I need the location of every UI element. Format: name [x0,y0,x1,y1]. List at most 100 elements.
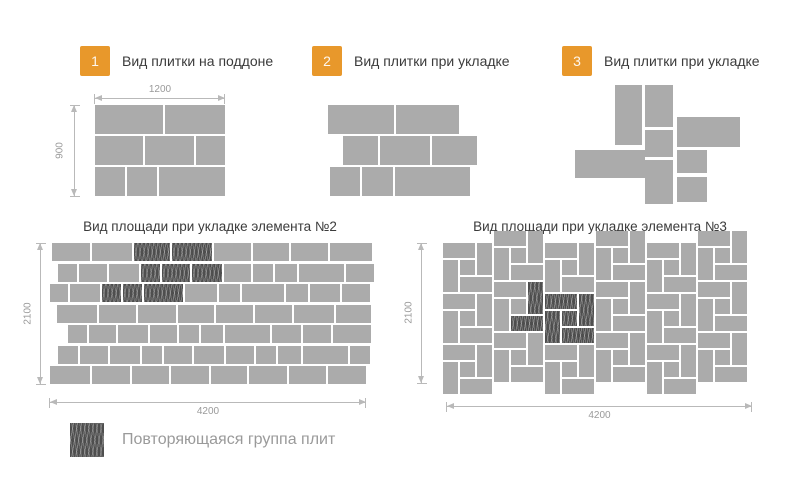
tile [58,264,77,282]
tile [95,136,143,165]
tile [528,333,543,365]
tile [57,305,97,323]
pallet-width-dimension-line [94,94,225,104]
tile [99,305,136,323]
tile [596,299,611,331]
tile [226,346,254,364]
tile [664,260,679,275]
tile [278,346,301,364]
tile [664,362,679,377]
tile [346,264,374,282]
tile [630,282,645,314]
tile [342,284,370,302]
tile [698,282,730,297]
tile [303,346,348,364]
tile [460,362,475,377]
tile [443,294,475,309]
tile [52,243,90,261]
tile [698,333,730,348]
tile [477,294,492,326]
tile-repeat-group [123,284,142,302]
tile [109,264,139,282]
tile [596,333,628,348]
tile [562,277,594,292]
tile [645,130,673,157]
tile [460,328,492,343]
tile [291,243,328,261]
tile-repeat-group [192,264,222,282]
area3-title: Вид площади при укладке элемента №3 [473,219,727,234]
tile [647,294,679,309]
tile [460,260,475,275]
tile [511,350,526,365]
tile [494,231,526,246]
tile [645,85,673,127]
tile-repeat-group [144,284,183,302]
tile [219,284,240,302]
tile [118,325,148,343]
tile [68,325,87,343]
tile [50,366,90,384]
tile [443,311,458,343]
tile-repeat-group [545,311,560,343]
tile [333,325,371,343]
tile [95,105,163,134]
pallet-height-dimension: 900 [54,142,66,159]
tile [432,136,477,165]
tile [171,366,209,384]
tile [310,284,340,302]
tile [528,231,543,263]
tile [664,311,679,326]
tile [201,325,223,343]
tile [732,231,747,263]
tile [225,325,270,343]
tile [562,379,594,394]
tile [214,243,251,261]
tile [732,333,747,365]
tile [224,264,251,282]
tile [647,362,662,394]
tile [380,136,430,165]
tile [89,325,116,343]
tile [249,366,287,384]
tile [328,105,394,134]
tile [545,243,577,258]
tile [511,367,543,382]
tile [92,243,132,261]
tile-repeat-group [528,282,543,314]
area-element3-diagram [440,230,752,400]
tile [732,282,747,314]
tile [596,231,628,246]
tile [286,284,308,302]
tile [211,366,247,384]
tile [645,160,673,204]
tile [138,305,176,323]
tile [647,345,679,360]
laying-element3-diagram [575,85,740,204]
tile [132,366,169,384]
tile-repeat-group [134,243,170,261]
tile [299,264,344,282]
tile [80,346,108,364]
tile [150,325,177,343]
tile [443,362,458,394]
tile [95,167,125,196]
tile [579,345,594,377]
tile [396,105,459,134]
tile [698,299,713,331]
pallet-height-dimension-line [70,105,80,197]
section-2-badge: 2 [312,46,342,76]
tile [647,311,662,343]
tile [562,260,577,275]
tile [272,325,301,343]
legend-label: Повторяющаяся группа плит [122,431,336,448]
section-1-title: Вид плитки на поддоне [122,53,274,69]
section-1-badge: 1 [80,46,110,76]
tile [613,265,645,280]
tile [185,284,217,302]
area3-width-dimension-line [446,402,752,412]
tile [715,265,747,280]
tile [165,105,225,134]
tile [647,260,662,292]
tile [256,346,276,364]
